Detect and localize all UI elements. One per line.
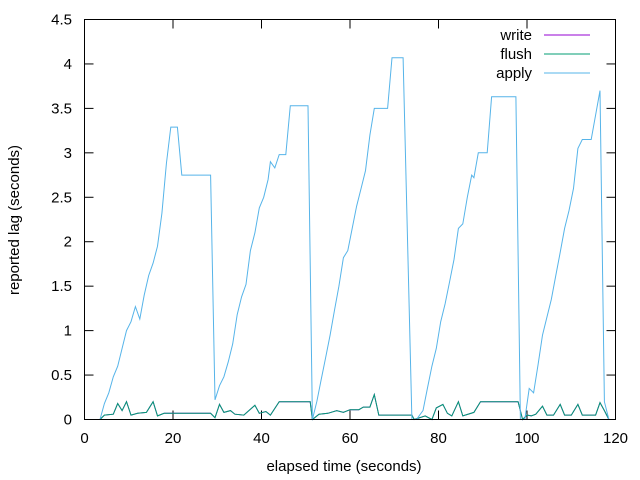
y-tick-label: 1.5 xyxy=(51,278,72,295)
x-tick-label: 40 xyxy=(253,430,270,447)
y-tick-label: 4 xyxy=(64,56,72,73)
legend-label-flush: flush xyxy=(500,46,532,63)
x-tick-label: 80 xyxy=(430,430,447,447)
y-tick-label: 2 xyxy=(64,234,72,251)
axis-tick-labels: 0 20 40 60 80 100 120 0 0.5 1 1.5 2 2.5 3 3.5 4 4.5 xyxy=(51,12,628,448)
x-tick-label: 120 xyxy=(603,430,628,447)
y-axis-label: reported lag (seconds) xyxy=(6,145,23,295)
plot-series xyxy=(99,57,610,421)
plot-frame xyxy=(84,19,616,420)
x-axis-label: elapsed time (seconds) xyxy=(266,458,421,475)
x-tick-label: 0 xyxy=(80,430,88,447)
legend: write flush apply xyxy=(496,27,590,82)
y-tick-label: 3 xyxy=(64,145,72,162)
y-tick-label: 3.5 xyxy=(51,100,72,117)
legend-label-apply: apply xyxy=(496,65,532,82)
series-line-apply xyxy=(99,57,610,420)
x-tick-label: 60 xyxy=(342,430,359,447)
x-tick-label: 100 xyxy=(514,430,539,447)
y-tick-label: 1 xyxy=(64,323,72,340)
y-tick-label: 4.5 xyxy=(51,12,72,29)
legend-label-write: write xyxy=(499,27,532,44)
x-tick-label: 20 xyxy=(165,430,182,447)
series-line-flush xyxy=(99,392,610,421)
y-tick-label: 0.5 xyxy=(51,367,72,384)
y-tick-label: 0 xyxy=(64,412,72,429)
y-tick-label: 2.5 xyxy=(51,189,72,206)
